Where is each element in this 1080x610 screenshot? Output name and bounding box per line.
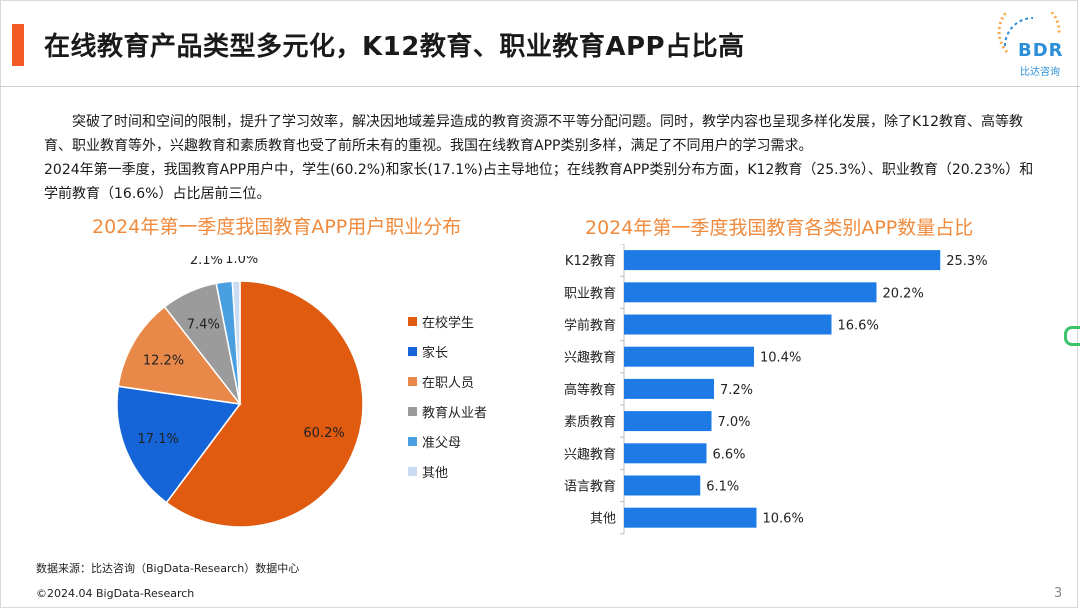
bar-value-label: 25.3% xyxy=(946,254,987,269)
bar-category-label: 其他 xyxy=(590,512,616,527)
title-accent-bar xyxy=(12,24,24,66)
bar-value-label: 10.6% xyxy=(763,512,804,527)
intro-paragraph-1: 突破了时间和空间的限制，提升了学习效率，解决因地域差异造成的教育资源不平等分配问… xyxy=(44,114,1023,154)
pie-chart: 60.2% 17.1% 12.2% 7.4% 2.1% 1.0% xyxy=(116,256,364,528)
legend-swatch xyxy=(408,376,417,386)
legend-item: 在校学生 xyxy=(408,306,487,336)
pie-data-label: 60.2% xyxy=(303,426,344,441)
legend-swatch xyxy=(408,316,417,326)
legend-item: 家长 xyxy=(408,336,487,366)
pie-slice xyxy=(116,385,242,504)
bar xyxy=(624,378,714,399)
bar-value-label: 16.6% xyxy=(838,319,879,334)
pie-slice xyxy=(117,305,242,406)
header-divider xyxy=(0,86,1080,87)
legend-swatch xyxy=(408,406,417,416)
legend-label: 准父母 xyxy=(422,435,462,451)
legend-swatch xyxy=(408,346,417,356)
bar-category-label: 职业教育 xyxy=(564,285,616,301)
legend-item: 教育从业者 xyxy=(408,396,487,426)
page-number: 3 xyxy=(1054,586,1063,601)
bar-chart-title: 2024年第一季度我国教育各类别APP数量占比 xyxy=(585,217,974,239)
slide-title: 在线教育产品类型多元化，K12教育、职业教育APP占比高 xyxy=(44,32,745,62)
bar xyxy=(624,411,712,432)
pie-chart-title: 2024年第一季度我国教育APP用户职业分布 xyxy=(92,216,462,238)
bar xyxy=(624,250,941,271)
bar xyxy=(624,282,877,303)
data-source-note: 数据来源：比达咨询（BigData-Research）数据中心 xyxy=(36,562,300,575)
bar-category-label: K12教育 xyxy=(565,253,616,269)
bar-category-label: 高等教育 xyxy=(564,382,616,398)
legend-label: 教育从业者 xyxy=(422,405,488,421)
pie-data-label: 1.0% xyxy=(225,256,258,267)
bar-value-label: 20.2% xyxy=(883,286,924,301)
bar-category-label: 语言教育 xyxy=(564,479,616,495)
legend-label: 在职人员 xyxy=(422,375,475,391)
legend-label: 家长 xyxy=(422,345,449,361)
pie-slice xyxy=(231,280,241,405)
bar xyxy=(624,346,754,367)
intro-text: 突破了时间和空间的限制，提升了学习效率，解决因地域差异造成的教育资源不平等分配问… xyxy=(44,110,1034,206)
legend-label: 在校学生 xyxy=(422,315,475,331)
legend-swatch xyxy=(408,436,417,446)
legend-item: 其他 xyxy=(408,456,487,486)
pie-slice xyxy=(165,280,364,528)
bar-value-label: 7.0% xyxy=(718,415,751,430)
side-widget-icon[interactable] xyxy=(1064,326,1080,346)
legend-item: 准父母 xyxy=(408,426,487,456)
legend-swatch xyxy=(408,466,417,476)
bar xyxy=(624,314,832,335)
pie-data-label: 17.1% xyxy=(138,432,179,447)
bar-value-label: 10.4% xyxy=(760,351,801,366)
bar-category-label: 兴趣教育 xyxy=(564,446,616,462)
legend-item: 在职人员 xyxy=(408,366,487,396)
bar-category-label: 素质教育 xyxy=(564,414,616,430)
pie-legend: 在校学生家长在职人员教育从业者准父母其他 xyxy=(408,306,487,486)
bar-category-label: 学前教育 xyxy=(564,318,616,334)
bar-value-label: 6.1% xyxy=(706,480,739,495)
bdr-logo-icon xyxy=(997,12,1061,54)
bar xyxy=(624,443,707,464)
logo-subtext: 比达咨询 xyxy=(1020,67,1060,78)
legend-label: 其他 xyxy=(422,465,449,481)
copyright-text: ©2024.04 BigData-Research xyxy=(36,587,195,600)
intro-paragraph-2: 2024年第一季度，我国教育APP用户中，学生(60.2%)和家长(17.1%)… xyxy=(44,162,1034,202)
bar xyxy=(624,475,701,496)
bar-value-label: 7.2% xyxy=(720,383,753,398)
pie-data-label: 2.1% xyxy=(190,256,223,268)
bar-chart: K12教育 25.3% 职业教育 20.2% 学前教育 16.6% 兴趣教育 10.4% 高等教… xyxy=(564,244,988,535)
pie-data-label: 7.4% xyxy=(187,317,220,332)
bar xyxy=(624,507,757,528)
bar-value-label: 6.6% xyxy=(713,447,746,462)
pie-data-label: 12.2% xyxy=(143,353,184,368)
bar-category-label: 兴趣教育 xyxy=(564,350,616,366)
logo-text: BDR xyxy=(1018,40,1064,61)
